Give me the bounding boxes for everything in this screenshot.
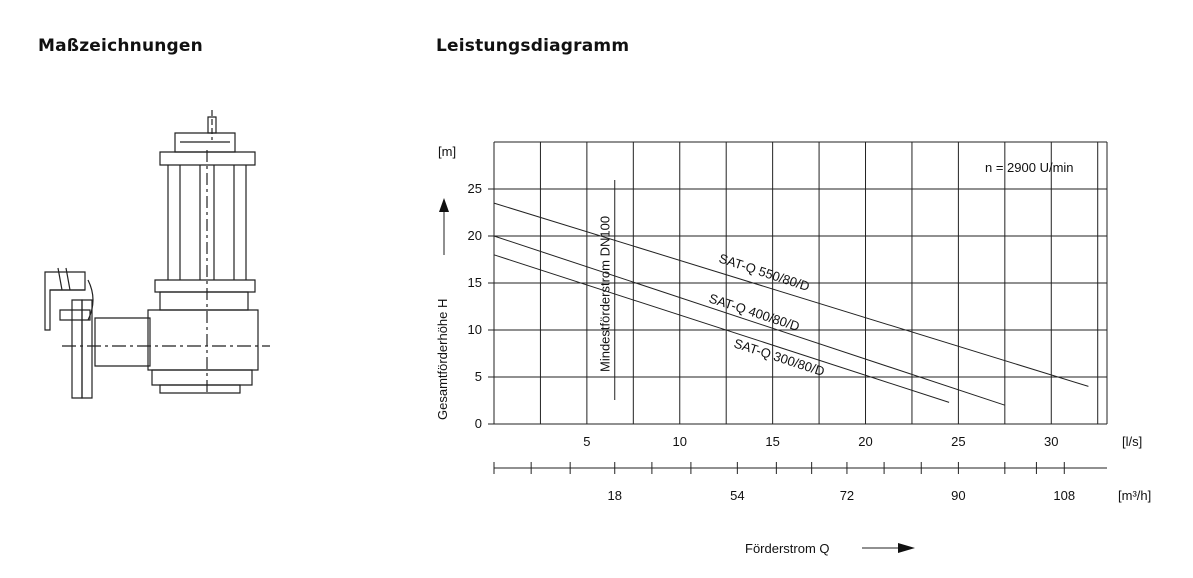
y-tick-label: 0 [475, 416, 482, 431]
x2-tick-label: 18 [608, 488, 622, 503]
x-tick-label: 10 [673, 434, 687, 449]
series-label: SAT-Q 300/80/D [732, 336, 826, 379]
series-label: SAT-Q 400/80/D [707, 291, 801, 334]
x-tick-label: 25 [951, 434, 965, 449]
x-unit-label: [l/s] [1122, 434, 1142, 449]
x2-tick-label: 90 [951, 488, 965, 503]
y-tick-label: 10 [468, 322, 482, 337]
y-tick-label: 20 [468, 228, 482, 243]
x-tick-label: 20 [858, 434, 872, 449]
x-tick-label: 15 [765, 434, 779, 449]
x-tick-label: 5 [583, 434, 590, 449]
series-line-2 [493, 235, 1005, 406]
y-tick-label: 25 [468, 181, 482, 196]
y-axis-arrowhead [439, 198, 449, 212]
x2-tick-label: 108 [1053, 488, 1075, 503]
speed-annotation: n = 2900 U/min [985, 160, 1074, 175]
submersible-pump-dimension-drawing-icon [44, 110, 270, 399]
x2-tick-label: 72 [840, 488, 854, 503]
series-line-3 [493, 254, 950, 403]
x-axis-label: Förderstrom Q [745, 541, 830, 556]
series-label: SAT-Q 550/80/D [717, 251, 811, 294]
x2-tick-label: 54 [730, 488, 744, 503]
y-tick-label: 5 [475, 369, 482, 384]
y-unit-label: [m] [438, 144, 456, 159]
section-heading-dimensions: Maßzeichnungen [38, 36, 203, 56]
min-flow-label: Mindestförderstrom DN100 [598, 216, 613, 372]
section-heading-performance: Leistungsdiagramm [436, 36, 630, 56]
x2-unit-label: [m³/h] [1118, 488, 1151, 503]
performance-chart: 0 5 10 15 20 25 5 10 15 20 25 30 [m] [l/s] [m³/h] n = 2… [435, 141, 1151, 556]
series-line-1 [493, 202, 1089, 387]
x-tick-label: 30 [1044, 434, 1058, 449]
y-axis-label: Gesamtförderhöhe H [435, 299, 450, 420]
x-axis-arrowhead [898, 543, 915, 553]
y-tick-label: 15 [468, 275, 482, 290]
